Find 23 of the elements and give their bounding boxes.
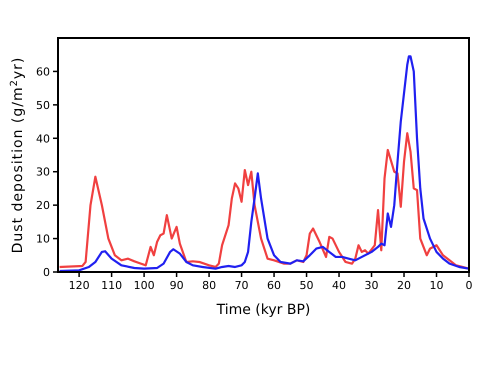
x-tick-label: 10 (430, 279, 444, 292)
x-tick-label: 90 (170, 279, 184, 292)
x-tick-label: 40 (332, 279, 346, 292)
y-tick-label: 40 (36, 132, 50, 146)
y-tick-label: 20 (36, 199, 50, 212)
x-tick-label: 80 (202, 279, 216, 292)
x-tick-label: 120 (68, 279, 90, 292)
y-tick-label: 50 (36, 98, 50, 112)
y-tick-label: 60 (36, 65, 50, 78)
x-tick-label: 30 (364, 279, 379, 292)
y-tick-label: 30 (36, 166, 50, 179)
line-series (58, 55, 470, 272)
x-tick-label: 100 (134, 279, 155, 292)
x-tick-label: 0 (466, 279, 472, 292)
x-tick-label: 110 (101, 279, 122, 292)
x-tick-label: 70 (234, 279, 249, 292)
x-tick-label: 50 (300, 279, 314, 292)
y-tick-label: 10 (36, 232, 50, 246)
x-axis-title: Time (kyr BP) (216, 302, 310, 318)
line-series (58, 132, 470, 270)
x-tick-label: 20 (397, 279, 412, 292)
x-tick-label: 60 (267, 279, 282, 292)
y-tick-label: 0 (43, 266, 50, 279)
